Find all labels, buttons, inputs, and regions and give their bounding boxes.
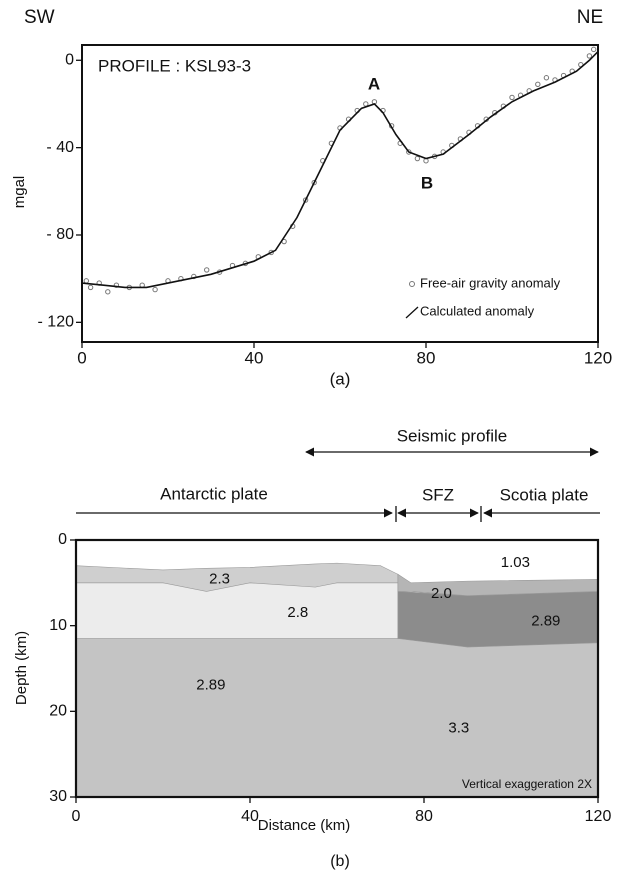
data-point [152,286,158,293]
x-tick-label: 40 [245,348,264,367]
legend-symbol [405,306,419,319]
data-point [586,53,593,59]
density-label: 2.3 [209,570,230,587]
density-label: 1.03 [501,554,530,571]
note: Vertical exaggeration 2X [462,777,592,791]
x-tick-label: 40 [241,808,259,825]
density-label: 3.3 [448,719,469,736]
panel-label: (a) [330,369,351,388]
plot-frame [81,44,599,343]
x-tick-label: 0 [77,348,86,367]
plot-frame [74,538,600,799]
x-tick-label: 120 [585,808,612,825]
y-tick-label: 10 [49,617,67,634]
x-tick-label: 0 [72,808,81,825]
header-label: Scotia plate [500,485,589,504]
data-point [535,81,541,88]
y-tick-label: - 120 [38,314,75,331]
y-tick-label: 0 [58,531,67,548]
layer [75,638,599,798]
direction-label: SW [24,7,55,28]
panel-b: Seismic profile Antarctic plate SFZ Scot… [13,426,611,870]
data-point [83,278,90,284]
layer [75,582,399,639]
data-point [591,46,597,53]
y-tick-label: - 80 [46,226,74,243]
panel-label: (b) [330,853,350,870]
legend-label: Free-air gravity anomaly [420,275,561,290]
header-label: Antarctic plate [160,484,268,503]
layer [397,573,599,596]
point-label: A [368,74,380,93]
direction-label: NE [577,7,603,28]
density-label: 2.89 [531,612,560,629]
profile-title: PROFILE : KSL93-3 [98,56,251,75]
x-tick-label: 80 [417,348,436,367]
legend-symbol [409,281,415,287]
y-tick-label: 0 [65,52,74,69]
y-axis-label: Depth (km) [13,631,30,705]
density-label: 2.8 [287,604,308,621]
data-point [543,75,550,81]
density-label: 2.0 [431,585,452,602]
point-label: B [421,173,433,192]
calculated-line [81,50,599,289]
x-tick-label: 80 [415,808,433,825]
y-tick-label: 30 [49,788,67,805]
layer [397,591,599,648]
header-label: Seismic profile [397,426,508,445]
density-label: 2.89 [196,677,225,694]
x-axis-label: Distance (km) [258,817,351,834]
panel-a: SW NE PROFILE : KSL93-3 A B mgal (a) 0- … [11,7,612,388]
x-tick-label: 120 [584,348,612,367]
data-point [204,267,210,273]
y-axis-label: mgal [11,176,28,209]
data-point [87,284,94,291]
data-point [414,155,421,162]
data-point [509,94,515,101]
y-tick-label: - 40 [46,139,74,156]
data-point [105,289,111,295]
header-label: SFZ [422,485,454,504]
data-point [363,101,369,107]
legend-label: Calculated anomaly [420,303,535,318]
y-tick-label: 20 [49,703,67,720]
